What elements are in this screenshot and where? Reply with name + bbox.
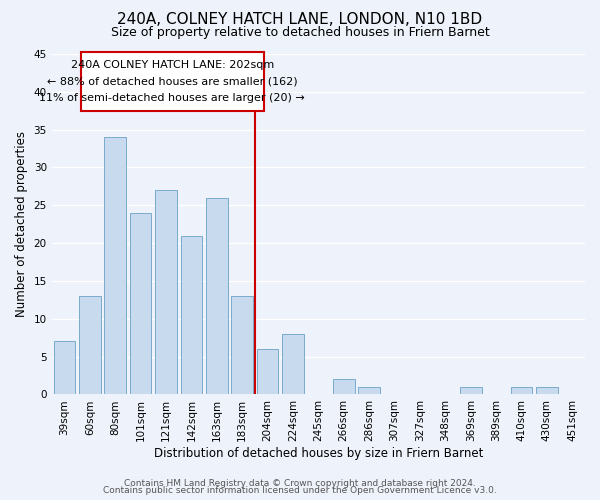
Bar [257,349,278,395]
X-axis label: Distribution of detached houses by size in Friern Barnet: Distribution of detached houses by size … [154,447,483,460]
Bar [460,387,482,394]
Bar [130,213,151,394]
Bar [333,380,355,394]
Text: 240A, COLNEY HATCH LANE, LONDON, N10 1BD: 240A, COLNEY HATCH LANE, LONDON, N10 1BD [118,12,482,28]
Bar [53,342,75,394]
Bar [511,387,532,394]
Text: Contains HM Land Registry data © Crown copyright and database right 2024.: Contains HM Land Registry data © Crown c… [124,478,476,488]
Text: 11% of semi-detached houses are larger (20) →: 11% of semi-detached houses are larger (… [40,94,305,104]
Y-axis label: Number of detached properties: Number of detached properties [15,131,28,317]
Bar [181,236,202,394]
Bar [282,334,304,394]
FancyBboxPatch shape [81,52,264,110]
Text: Contains public sector information licensed under the Open Government Licence v3: Contains public sector information licen… [103,486,497,495]
Text: Size of property relative to detached houses in Friern Barnet: Size of property relative to detached ho… [110,26,490,39]
Bar [232,296,253,394]
Bar [79,296,101,394]
Text: ← 88% of detached houses are smaller (162): ← 88% of detached houses are smaller (16… [47,76,298,86]
Bar [104,137,126,394]
Bar [155,190,177,394]
Bar [536,387,557,394]
Text: 240A COLNEY HATCH LANE: 202sqm: 240A COLNEY HATCH LANE: 202sqm [71,60,274,70]
Bar [206,198,227,394]
Bar [358,387,380,394]
